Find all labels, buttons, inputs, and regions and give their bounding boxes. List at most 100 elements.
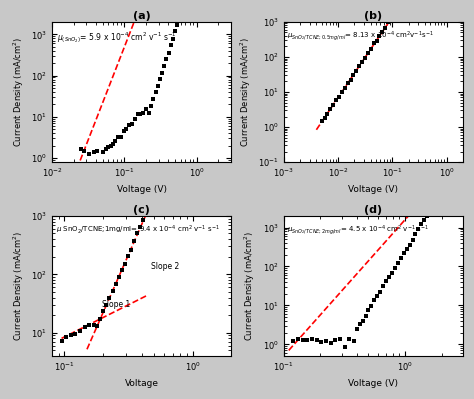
Point <box>399 0 406 6</box>
Point <box>423 213 431 219</box>
Point <box>72 330 79 337</box>
Point <box>303 337 311 344</box>
Point <box>102 146 109 152</box>
Point <box>327 106 334 113</box>
Point <box>180 1 188 7</box>
Point <box>137 111 144 118</box>
Point <box>322 338 330 344</box>
Point <box>146 110 153 117</box>
Point <box>353 325 361 332</box>
Point <box>331 337 339 344</box>
Title: (b): (b) <box>364 11 383 21</box>
Point <box>347 77 355 83</box>
Point <box>313 337 320 344</box>
Point <box>171 147 178 154</box>
Y-axis label: Current Density (mA/cm$^2$): Current Density (mA/cm$^2$) <box>11 37 26 147</box>
Point <box>401 0 409 1</box>
Point <box>350 338 358 345</box>
Point <box>415 226 422 233</box>
Title: (a): (a) <box>133 11 150 21</box>
Point <box>90 149 98 155</box>
X-axis label: Voltage (V): Voltage (V) <box>348 379 398 388</box>
Point <box>411 231 419 237</box>
Point <box>344 79 351 86</box>
Point <box>149 195 156 201</box>
Point <box>118 267 126 273</box>
Text: Slope 2: Slope 2 <box>151 262 179 271</box>
Point <box>361 55 369 61</box>
Text: $\mu_{SnO_2/TCNE;0.5mg/ml}$= 8.13 x 10$^{-4}$ cm$^2$v$^{-1}$s$^{-1}$: $\mu_{SnO_2/TCNE;0.5mg/ml}$= 8.13 x 10$^… <box>287 30 434 43</box>
Point <box>396 3 403 9</box>
Point <box>163 56 170 63</box>
Point <box>406 242 413 248</box>
Point <box>177 133 184 139</box>
Point <box>358 58 366 65</box>
Point <box>327 340 335 346</box>
Point <box>198 83 206 90</box>
Point <box>379 283 387 289</box>
Point <box>155 182 163 189</box>
Point <box>362 312 369 319</box>
Point <box>403 246 410 252</box>
Point <box>379 29 386 36</box>
Point <box>384 19 392 25</box>
Point <box>109 288 116 294</box>
Point <box>96 316 104 322</box>
Point <box>161 62 168 69</box>
Point <box>376 32 383 39</box>
Point <box>102 302 110 309</box>
Point <box>338 89 346 95</box>
Point <box>134 230 141 236</box>
Point <box>192 98 200 104</box>
Point <box>99 148 106 155</box>
Point <box>158 176 166 182</box>
X-axis label: Voltage (V): Voltage (V) <box>348 185 398 194</box>
Point <box>126 122 133 128</box>
Point <box>111 138 119 144</box>
Point <box>420 217 428 224</box>
Point <box>332 97 340 103</box>
Point <box>376 289 384 296</box>
Point <box>394 259 401 266</box>
Point <box>123 125 130 132</box>
Point <box>164 161 172 167</box>
Point <box>165 49 173 56</box>
Point <box>388 270 396 276</box>
Point <box>100 307 107 314</box>
Point <box>318 339 325 345</box>
Point <box>364 49 372 56</box>
Point <box>409 237 416 243</box>
Point <box>371 297 378 304</box>
Point <box>146 203 154 209</box>
Point <box>299 337 307 344</box>
Point <box>391 265 399 271</box>
Point <box>85 150 92 157</box>
Point <box>104 144 112 151</box>
Point <box>93 323 101 329</box>
Point <box>397 255 404 261</box>
Point <box>150 96 157 103</box>
Point <box>390 12 398 19</box>
Point <box>335 93 343 100</box>
Point <box>173 139 181 145</box>
Point <box>58 338 65 344</box>
Point <box>183 118 191 124</box>
Text: Slope 1: Slope 1 <box>102 300 130 309</box>
Point <box>161 168 169 175</box>
Y-axis label: Current Density (mA/cm$^2$): Current Density (mA/cm$^2$) <box>243 231 257 341</box>
Point <box>176 15 183 21</box>
Point <box>382 25 389 31</box>
Title: (d): (d) <box>364 205 383 215</box>
Point <box>308 335 316 342</box>
Point <box>324 111 331 117</box>
Point <box>115 274 122 280</box>
Point <box>350 72 357 78</box>
Point <box>208 63 215 69</box>
Point <box>169 36 177 42</box>
Point <box>154 83 162 89</box>
Point <box>120 127 128 134</box>
Point <box>63 334 70 340</box>
Point <box>370 40 377 46</box>
Point <box>189 106 197 112</box>
Point <box>201 75 209 82</box>
